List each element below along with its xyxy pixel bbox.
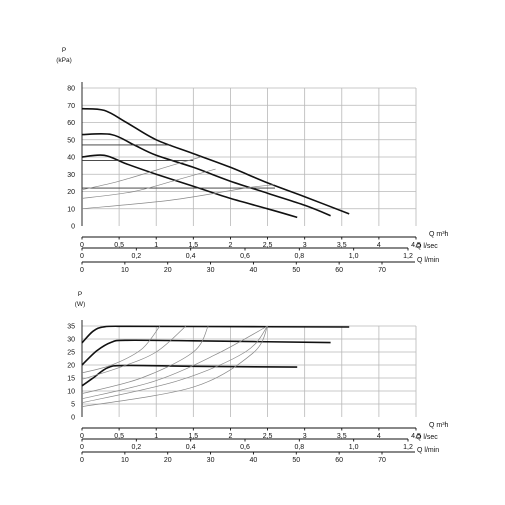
y-tick-label: 15: [67, 376, 75, 383]
x-tick-label: 1: [154, 433, 158, 440]
x-tick-label: 4,5: [411, 242, 421, 249]
series-line-aux: [81, 325, 187, 380]
y-tick-label: 30: [67, 337, 75, 344]
y-tick-label: 60: [67, 120, 75, 127]
x-tick-label: 2: [228, 242, 232, 249]
x-tick-label: 1,0: [349, 444, 359, 451]
y-tick-label: 25: [67, 350, 75, 357]
x-tick-label: 3,5: [337, 433, 347, 440]
x-tick-label: 4: [377, 433, 381, 440]
series-line-aux: [81, 325, 268, 404]
x-tick-label: 40: [250, 267, 258, 274]
y-tick-label: 20: [67, 363, 75, 370]
x-tick-label: 20: [164, 267, 172, 274]
x-tick-label: 1,5: [188, 433, 198, 440]
x-tick-label: 0,2: [131, 444, 141, 451]
series-line-main: [81, 107, 350, 215]
x-tick-label: 3: [303, 433, 307, 440]
x-tick-label: 1: [154, 242, 158, 249]
x-tick-label: 60: [335, 267, 343, 274]
x-tick-label: 0,2: [131, 253, 141, 260]
x-tick-label: 10: [121, 457, 129, 464]
x-tick-label: 10: [121, 267, 129, 274]
y-axis-label: P: [78, 291, 82, 298]
x-tick-label: 0,5: [114, 242, 124, 249]
series-line-main: [81, 154, 298, 219]
x-tick-label: 0,8: [294, 444, 304, 451]
x-axis-label: Q l/sec: [416, 434, 438, 441]
x-tick-label: 70: [378, 267, 386, 274]
x-tick-label: 20: [164, 457, 172, 464]
series-line-aux: [81, 184, 276, 210]
y-axis-unit: (kPa): [56, 57, 72, 64]
x-tick-label: 4: [377, 242, 381, 249]
x-tick-label: 1,2: [403, 444, 413, 451]
y-tick-label: 40: [67, 155, 75, 162]
y-tick-label: 30: [67, 172, 75, 179]
series-line-main: [81, 364, 298, 387]
x-tick-label: 1,5: [188, 242, 198, 249]
series-line-main: [81, 133, 331, 217]
x-tick-label: 3: [303, 242, 307, 249]
x-tick-label: 2,5: [263, 433, 273, 440]
y-tick-label: 50: [67, 137, 75, 144]
x-tick-label: 1,2: [403, 253, 413, 260]
x-tick-label: 0,6: [240, 253, 250, 260]
y-tick-label: 10: [67, 389, 75, 396]
x-axis-label: Q l/min: [417, 257, 439, 264]
x-tick-label: 0,5: [114, 433, 124, 440]
y-tick-label: 0: [71, 415, 75, 422]
series-line-main: [81, 339, 331, 366]
x-axis-label: Q l/min: [417, 447, 439, 454]
x-tick-label: 50: [292, 267, 300, 274]
x-tick-label: 0: [80, 444, 84, 451]
x-tick-label: 4,5: [411, 433, 421, 440]
x-axis-label: Q m³h: [429, 422, 449, 429]
series-line-aux: [81, 325, 161, 374]
series-line-aux: [81, 325, 268, 400]
x-tick-label: 3,5: [337, 242, 347, 249]
series-line-aux: [81, 156, 201, 191]
y-tick-label: 20: [67, 189, 75, 196]
x-tick-label: 1,0: [349, 253, 359, 260]
x-tick-label: 0: [80, 457, 84, 464]
x-axis-label: Q l/sec: [416, 243, 438, 250]
y-tick-label: 70: [67, 103, 75, 110]
x-tick-label: 2: [228, 433, 232, 440]
series-line-main: [81, 325, 350, 344]
y-axis-unit: (W): [75, 301, 85, 308]
x-tick-label: 0,4: [186, 253, 196, 260]
x-tick-label: 0,8: [294, 253, 304, 260]
x-tick-label: 0,6: [240, 444, 250, 451]
x-tick-label: 0,4: [186, 444, 196, 451]
x-tick-label: 0: [80, 242, 84, 249]
x-tick-label: 60: [335, 457, 343, 464]
series-line-aux: [81, 325, 209, 394]
x-tick-label: 2,5: [263, 242, 273, 249]
y-tick-label: 0: [71, 224, 75, 231]
x-tick-label: 0: [80, 433, 84, 440]
y-tick-label: 5: [71, 402, 75, 409]
x-tick-label: 30: [207, 457, 215, 464]
y-tick-label: 35: [67, 324, 75, 331]
x-tick-label: 0: [80, 253, 84, 260]
series-line-aux: [81, 168, 216, 199]
y-tick-label: 80: [67, 86, 75, 93]
y-axis-label: P: [62, 47, 66, 54]
series-line-aux: [81, 325, 268, 407]
x-tick-label: 0: [80, 267, 84, 274]
x-tick-label: 30: [207, 267, 215, 274]
y-tick-label: 10: [67, 206, 75, 213]
x-tick-label: 40: [250, 457, 258, 464]
x-tick-label: 70: [378, 457, 386, 464]
x-axis-label: Q m³h: [429, 231, 449, 238]
x-tick-label: 50: [292, 457, 300, 464]
